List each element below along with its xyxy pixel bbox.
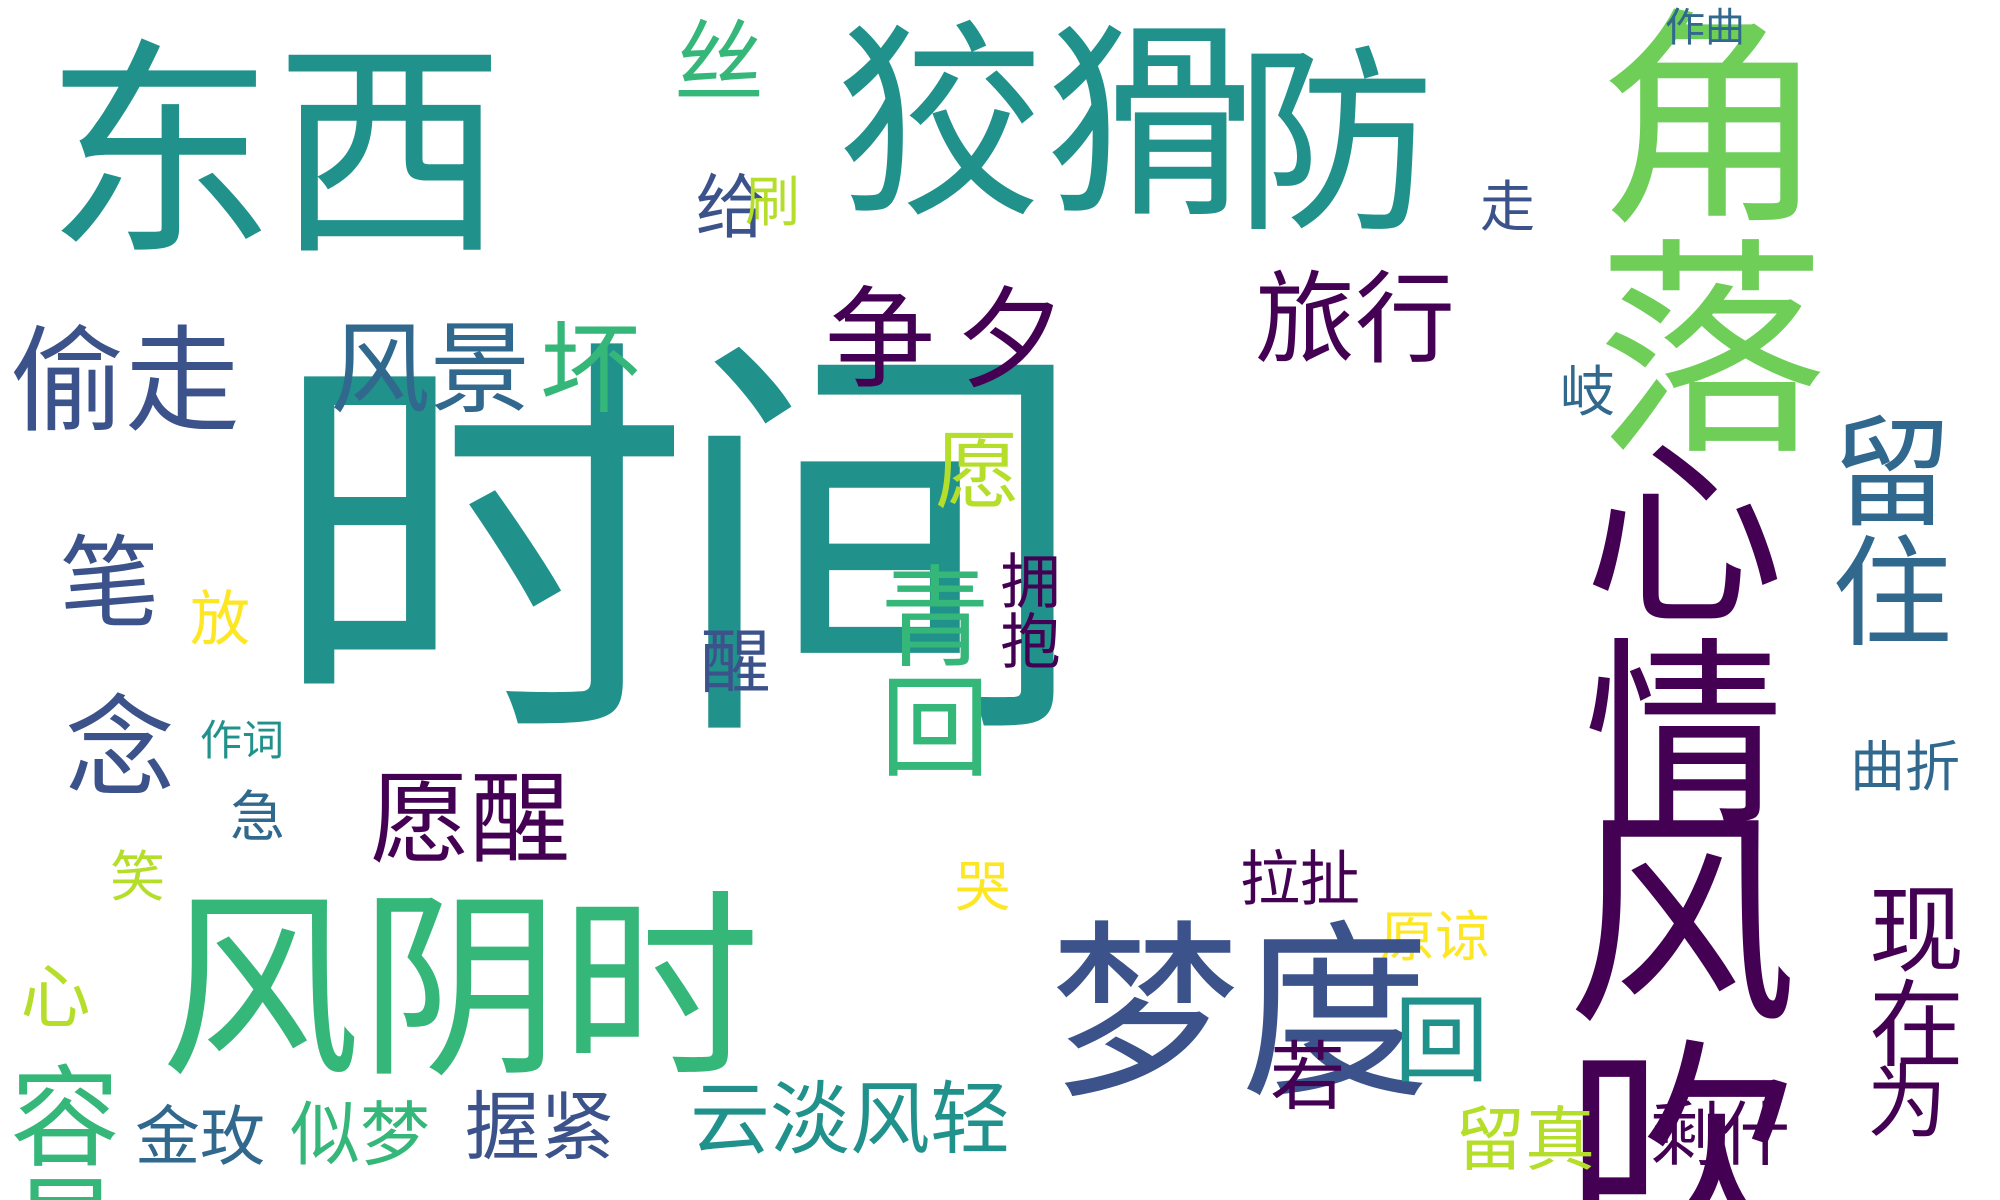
word-ji: 急 bbox=[230, 785, 286, 849]
word-zuoci: 作词 bbox=[200, 716, 285, 765]
word-huai: 坏 bbox=[540, 311, 640, 428]
word-xiao: 笑 bbox=[110, 845, 166, 909]
word-yunqing: 云淡风轻 bbox=[690, 1073, 1010, 1166]
word-ku: 哭 bbox=[955, 855, 1011, 919]
word-gei: 给 bbox=[684, 170, 766, 240]
word-xianzai: 现在 bbox=[1853, 880, 1963, 1070]
word-jiaozhe: 狡猾 bbox=[835, 2, 1256, 247]
word-mengdu: 梦度 bbox=[1050, 904, 1431, 1125]
word-shengshen: 剩什 bbox=[1650, 1094, 1790, 1176]
word-woljin: 握紧 bbox=[465, 1083, 616, 1171]
word-ruo: 若 bbox=[1270, 1033, 1346, 1121]
word-xinqing: 心情 bbox=[1549, 430, 1782, 830]
word-fang: 防 bbox=[1235, 28, 1436, 261]
word-xin: 心 bbox=[9, 960, 91, 1030]
word-jiaoluo: 角落 bbox=[1557, 0, 1824, 460]
word-rongyi: 容易 bbox=[0, 1060, 119, 1200]
word-zhengxi: 争夕 bbox=[825, 276, 1085, 404]
word-fang2: 放 bbox=[190, 585, 250, 655]
word-qi: 岐 bbox=[1560, 360, 1616, 424]
word-nian: 念 bbox=[46, 690, 174, 800]
word-bi: 笔 bbox=[42, 530, 159, 630]
word-hui: 回 bbox=[1378, 990, 1488, 1085]
word-xing: 醒 bbox=[689, 625, 771, 695]
word-lache: 拉扯 bbox=[1240, 845, 1360, 915]
word-fenghu: 风吹 bbox=[1527, 800, 1794, 1200]
word-jinmei: 金玫 bbox=[135, 1100, 266, 1175]
word-dongxi: 东西 bbox=[45, 21, 506, 288]
word-quzhe: 曲折 bbox=[1850, 735, 1961, 799]
word-wei: 为 bbox=[1854, 1060, 1947, 1140]
word-simeng: 似梦 bbox=[290, 1094, 430, 1176]
word-shijian: 时间 bbox=[270, 305, 1090, 794]
word-yuan: 愿 bbox=[935, 423, 1021, 522]
word-lvxing: 旅行 bbox=[1255, 261, 1455, 378]
word-yongbao: 拥抱 bbox=[990, 550, 1060, 670]
word-liuzhu: 留住 bbox=[1811, 410, 1950, 650]
word-qinghui: 青回 bbox=[861, 560, 989, 780]
word-yuanliang: 原谅 bbox=[1380, 905, 1491, 969]
word-si: 丝 bbox=[658, 15, 763, 105]
word-yuanxing: 愿醒 bbox=[370, 761, 570, 878]
word-fengjing: 风景 bbox=[330, 311, 530, 428]
word-zou: 走 bbox=[1480, 175, 1536, 239]
word-zuoqu: 作曲 bbox=[1665, 5, 1745, 51]
word-touzou: 偷走 bbox=[10, 315, 241, 449]
word-shua: 刷 bbox=[745, 170, 801, 234]
word-liuzhen: 留真 bbox=[1455, 1099, 1595, 1181]
word-fengyin: 风阴时 bbox=[160, 873, 761, 1106]
